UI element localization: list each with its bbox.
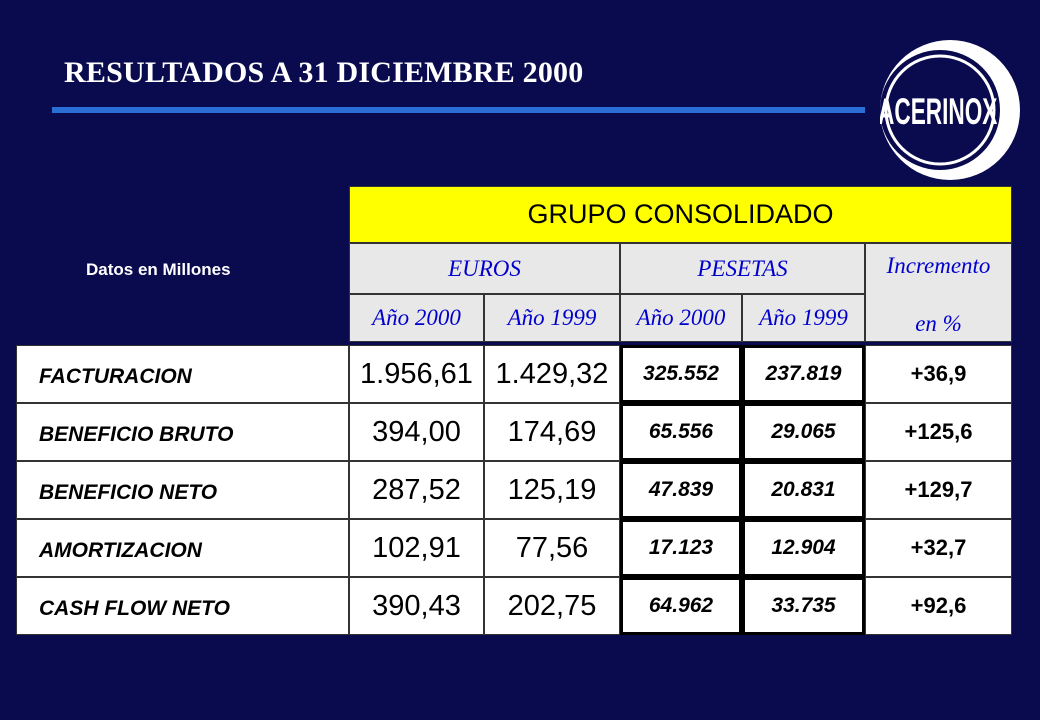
- cell-pts-2000: 17.123: [620, 519, 742, 577]
- cell-pts-2000: 325.552: [620, 345, 742, 403]
- cell-increment: +129,7: [865, 461, 1012, 519]
- row-label: AMORTIZACION: [16, 519, 349, 577]
- title-underline: [52, 107, 865, 113]
- year-header-eur-2000: Año 2000: [349, 294, 484, 342]
- cell-eur-1999: 125,19: [484, 461, 620, 519]
- acerinox-logo: ACERINOX: [880, 38, 1026, 184]
- cell-increment: +32,7: [865, 519, 1012, 577]
- cell-eur-2000: 394,00: [349, 403, 484, 461]
- currency-header-pesetas: PESETAS: [620, 243, 865, 294]
- units-note: Datos en Millones: [86, 260, 231, 279]
- logo-text: ACERINOX: [880, 90, 998, 132]
- cell-pts-1999: 12.904: [742, 519, 865, 577]
- cell-pts-1999: 33.735: [742, 577, 865, 635]
- increment-header-line2: en %: [915, 311, 962, 336]
- year-header-pts-1999: Año 1999: [742, 294, 865, 342]
- cell-eur-1999: 202,75: [484, 577, 620, 635]
- cell-eur-1999: 1.429,32: [484, 345, 620, 403]
- cell-increment: +125,6: [865, 403, 1012, 461]
- currency-header-euros: EUROS: [349, 243, 620, 294]
- cell-eur-2000: 390,43: [349, 577, 484, 635]
- cell-pts-2000: 65.556: [620, 403, 742, 461]
- cell-pts-1999: 237.819: [742, 345, 865, 403]
- cell-eur-2000: 287,52: [349, 461, 484, 519]
- year-header-pts-2000: Año 2000: [620, 294, 742, 342]
- year-header-eur-1999: Año 1999: [484, 294, 620, 342]
- cell-pts-1999: 29.065: [742, 403, 865, 461]
- row-label: BENEFICIO BRUTO: [16, 403, 349, 461]
- cell-pts-2000: 64.962: [620, 577, 742, 635]
- cell-eur-1999: 174,69: [484, 403, 620, 461]
- page-title: RESULTADOS A 31 DICIEMBRE 2000: [64, 56, 584, 89]
- increment-header-line1: Incremento: [886, 253, 991, 278]
- cell-pts-2000: 47.839: [620, 461, 742, 519]
- row-label: BENEFICIO NETO: [16, 461, 349, 519]
- increment-header: Incremento en %: [865, 243, 1012, 342]
- cell-eur-2000: 1.956,61: [349, 345, 484, 403]
- cell-increment: +92,6: [865, 577, 1012, 635]
- cell-pts-1999: 20.831: [742, 461, 865, 519]
- cell-eur-2000: 102,91: [349, 519, 484, 577]
- row-label: FACTURACION: [16, 345, 349, 403]
- cell-eur-1999: 77,56: [484, 519, 620, 577]
- group-header: GRUPO CONSOLIDADO: [349, 186, 1012, 243]
- cell-increment: +36,9: [865, 345, 1012, 403]
- row-label: CASH FLOW NETO: [16, 577, 349, 635]
